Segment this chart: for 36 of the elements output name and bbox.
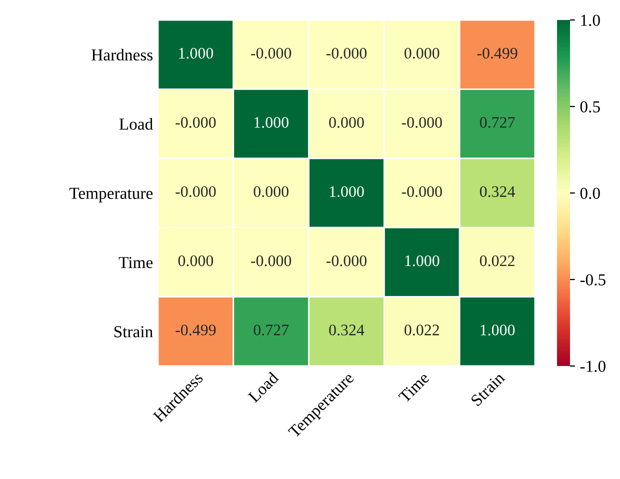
x-tick-label: Time: [398, 372, 430, 404]
data-label: -0.000: [326, 48, 367, 59]
data-label: 0.022: [404, 324, 439, 336]
data-label: 0.727: [480, 117, 515, 128]
color-bar-label: -0.5: [580, 274, 606, 286]
data-label: -0.000: [176, 117, 216, 128]
data-label: -0.000: [176, 186, 216, 198]
data-label: 1.000: [179, 48, 214, 59]
data-label: 0.324: [329, 324, 364, 336]
color-bar-label: 0.5: [580, 101, 600, 113]
y-tick-label: Load: [119, 118, 153, 130]
color-bar-label: 0.0: [580, 188, 600, 200]
data-label: 0.324: [480, 186, 516, 198]
y-tick-label: Temperature: [69, 188, 153, 202]
data-label: -0.000: [251, 48, 292, 59]
data-label: 0.000: [178, 255, 214, 266]
data-label: -0.000: [402, 186, 442, 198]
data-label: 1.000: [405, 255, 440, 266]
data-label: 1.000: [330, 186, 364, 198]
data-label: 0.000: [254, 186, 288, 198]
data-label: 0.000: [404, 48, 440, 59]
data-label: -0.000: [326, 255, 367, 266]
data-label: -0.000: [402, 117, 442, 128]
y-tick-label: Hardness: [92, 48, 153, 61]
color-bar-label: 1.0: [581, 14, 600, 26]
data-label: -0.000: [251, 255, 292, 266]
data-label: 0.000: [329, 117, 364, 128]
data-label: 0.727: [254, 324, 289, 336]
y-tick-label: Time: [118, 256, 153, 268]
y-tick-label: Strain: [114, 326, 153, 338]
data-label: 1.000: [254, 117, 288, 128]
data-label: 0.022: [480, 255, 514, 266]
color-bar-label: -1.0: [580, 360, 606, 372]
data-label: 1.000: [480, 324, 515, 336]
data-label: -0.499: [477, 48, 518, 59]
data-label: -0.499: [176, 324, 216, 336]
